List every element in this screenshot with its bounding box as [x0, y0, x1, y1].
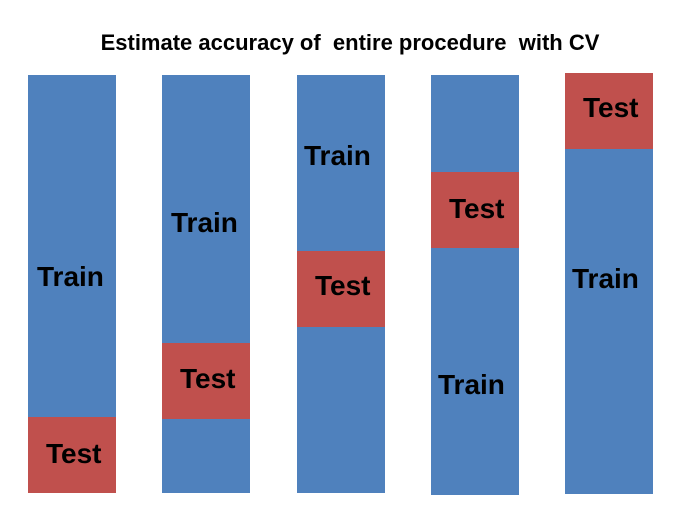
train-label: Train — [171, 207, 238, 238]
fold-5: Test Train — [565, 73, 653, 494]
test-segment — [28, 417, 116, 493]
test-segment — [431, 172, 519, 248]
fold-4: Test Train — [431, 75, 519, 495]
train-label: Train — [438, 369, 505, 400]
test-label: Test — [583, 92, 639, 123]
train-segment — [431, 75, 519, 172]
train-segment — [565, 149, 653, 494]
test-label: Test — [449, 193, 505, 224]
train-segment — [431, 248, 519, 495]
test-label: Test — [46, 438, 102, 469]
diagram-title: Estimate accuracy of entire procedure wi… — [100, 30, 600, 55]
test-segment — [162, 343, 250, 419]
train-label: Train — [304, 140, 371, 171]
fold-2: Train Test — [162, 75, 250, 493]
train-segment — [297, 327, 385, 493]
train-segment — [162, 419, 250, 493]
train-segment — [297, 75, 385, 251]
fold-3: Train Test — [297, 75, 385, 493]
train-label: Train — [572, 263, 639, 294]
train-segment — [28, 75, 116, 417]
train-segment — [162, 75, 250, 343]
test-label: Test — [180, 363, 236, 394]
test-segment — [565, 73, 653, 149]
fold-1: Train Test — [28, 75, 116, 493]
train-label: Train — [37, 261, 104, 292]
test-label: Test — [315, 270, 371, 301]
test-segment — [297, 251, 385, 327]
